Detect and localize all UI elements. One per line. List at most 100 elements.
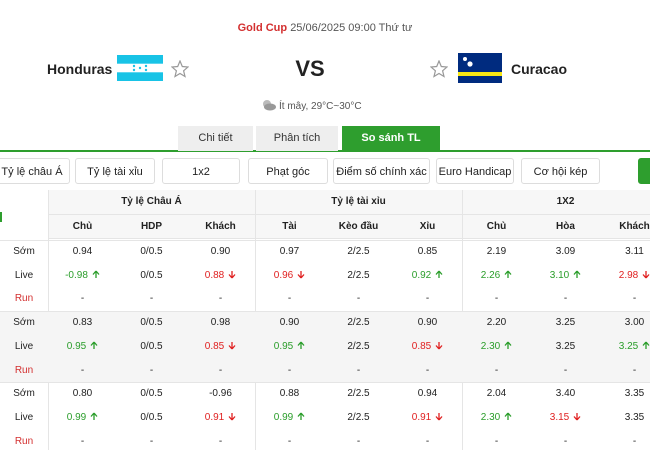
tab[interactable]: So sánh TL bbox=[342, 126, 440, 151]
odds-cell: 3.09 bbox=[531, 240, 600, 263]
trend-arrow bbox=[90, 341, 98, 349]
odds-cell: - bbox=[48, 359, 117, 382]
odds-cell: 0.94 bbox=[393, 382, 462, 405]
competition: Gold Cup bbox=[237, 22, 288, 34]
trend-arrow bbox=[642, 270, 650, 279]
odds-cell: - bbox=[255, 287, 324, 310]
odds-value: - bbox=[149, 293, 154, 305]
odds-cell: 0.99 bbox=[48, 406, 117, 429]
filter-button[interactable]: 1x2 bbox=[162, 158, 240, 184]
column-header: Khách bbox=[619, 221, 650, 232]
odds-cell: -0.96 bbox=[186, 382, 255, 405]
trend-arrow bbox=[642, 341, 650, 349]
row-label: Sớm bbox=[13, 246, 35, 257]
odds-value: 0/0.5 bbox=[140, 246, 163, 257]
odds-value: 0.80 bbox=[72, 388, 93, 400]
odds-cell: - bbox=[600, 287, 650, 310]
odds-cell: - bbox=[48, 287, 117, 310]
odds-cell: 0.85 bbox=[186, 335, 255, 358]
home-team[interactable]: Honduras bbox=[47, 61, 113, 77]
odds-value: 2.20 bbox=[486, 317, 507, 329]
filter-button[interactable]: Cơ hội kép bbox=[521, 158, 600, 184]
header-divider bbox=[48, 214, 650, 215]
odds-value: -0.96 bbox=[209, 388, 232, 400]
tab[interactable]: Phân tích bbox=[256, 126, 338, 151]
odds-cell: 0/0.5 bbox=[117, 240, 186, 263]
odds-cell: 3.10 bbox=[531, 264, 600, 287]
odds-value: 0/0.5 bbox=[140, 411, 163, 423]
odds-cell: - bbox=[531, 359, 600, 382]
odds-cell: 2/2.5 bbox=[324, 335, 393, 358]
odds-value: - bbox=[80, 364, 85, 376]
odds-value: 3.25 bbox=[618, 340, 639, 352]
odds-cell: 0.90 bbox=[393, 311, 462, 334]
odds-cell: 2.98 bbox=[600, 264, 650, 287]
odds-value: - bbox=[425, 293, 430, 305]
odds-value: 0.97 bbox=[279, 246, 300, 257]
odds-value: - bbox=[287, 435, 292, 447]
odds-value: 3.00 bbox=[624, 317, 645, 329]
filter-button[interactable]: Tỷ lệ tài xỉu bbox=[75, 158, 155, 184]
odds-value: 3.15 bbox=[549, 411, 570, 423]
column-header: Xỉu bbox=[419, 221, 436, 232]
column-header: Khách bbox=[205, 221, 236, 232]
odds-value: 0.92 bbox=[411, 269, 432, 281]
favorite-star[interactable] bbox=[171, 60, 189, 78]
odds-cell: - bbox=[462, 287, 531, 310]
odds-cell: - bbox=[117, 430, 186, 453]
odds-cell: - bbox=[255, 359, 324, 382]
odds-value: - bbox=[632, 364, 637, 376]
odds-value: 0.85 bbox=[411, 340, 432, 352]
column-header: Tài bbox=[282, 221, 297, 232]
odds-value: 2/2.5 bbox=[347, 340, 370, 352]
odds-cell: - bbox=[186, 287, 255, 310]
scroll-indicator bbox=[0, 212, 2, 222]
odds-cell: 3.25 bbox=[531, 335, 600, 358]
odds-value: - bbox=[218, 435, 223, 447]
filter-button[interactable]: Euro Handicap bbox=[436, 158, 514, 184]
filter-button[interactable]: Điểm số chính xác bbox=[333, 158, 430, 184]
odds-value: 2.98 bbox=[618, 269, 639, 281]
odds-cell: 2.30 bbox=[462, 335, 531, 358]
odds-value: 0/0.5 bbox=[140, 388, 163, 400]
odds-value: 0/0.5 bbox=[140, 317, 163, 329]
column-header: Chủ bbox=[486, 221, 507, 232]
trend-arrow bbox=[504, 412, 512, 420]
odds-cell: 0.99 bbox=[255, 406, 324, 429]
match-info: Gold Cup 25/06/2025 09:00 Thứ tư bbox=[0, 22, 650, 34]
odds-value: - bbox=[287, 364, 292, 376]
odds-value: -0.98 bbox=[65, 269, 88, 281]
odds-cell: - bbox=[324, 287, 393, 310]
odds-cell: 0.98 bbox=[186, 311, 255, 334]
odds-cell: - bbox=[531, 287, 600, 310]
odds-value: - bbox=[149, 435, 154, 447]
tab-underline bbox=[0, 150, 650, 152]
row-label: Run bbox=[14, 435, 34, 447]
odds-value: 2.04 bbox=[486, 388, 507, 400]
away-team[interactable]: Curacao bbox=[511, 61, 568, 77]
odds-value: 3.35 bbox=[624, 388, 645, 400]
odds-cell: - bbox=[393, 287, 462, 310]
odds-cell: 2.30 bbox=[462, 406, 531, 429]
odds-value: 2.26 bbox=[480, 269, 501, 281]
odds-value: - bbox=[80, 435, 85, 447]
filter-button[interactable] bbox=[638, 158, 650, 184]
odds-value: - bbox=[563, 364, 568, 376]
odds-value: 0.85 bbox=[204, 340, 225, 352]
tab[interactable]: Chi tiết bbox=[178, 126, 253, 151]
odds-value: 3.11 bbox=[625, 246, 644, 257]
odds-value: - bbox=[563, 435, 568, 447]
trend-arrow bbox=[504, 341, 512, 349]
favorite-star[interactable] bbox=[430, 60, 448, 78]
trend-arrow bbox=[228, 270, 236, 279]
odds-value: 0.91 bbox=[411, 411, 432, 423]
odds-cell: 0/0.5 bbox=[117, 335, 186, 358]
odds-cell: 3.15 bbox=[531, 406, 600, 429]
odds-value: 0/0.5 bbox=[140, 340, 163, 352]
trend-arrow bbox=[297, 412, 305, 420]
odds-cell: - bbox=[324, 359, 393, 382]
odds-cell: 3.35 bbox=[600, 382, 650, 405]
odds-value: 3.35 bbox=[624, 411, 645, 423]
filter-button[interactable]: Tỷ lệ châu Á bbox=[0, 158, 70, 184]
filter-button[interactable]: Phạt góc bbox=[248, 158, 328, 184]
